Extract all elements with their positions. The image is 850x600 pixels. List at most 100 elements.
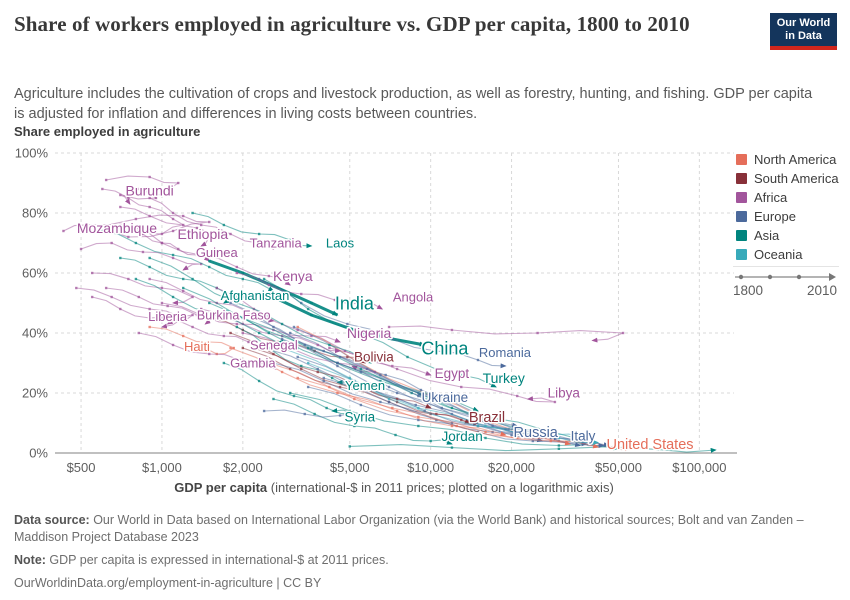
series-jordan[interactable] (272, 397, 453, 445)
series-unlabeled-africa[interactable] (75, 286, 185, 329)
data-source-line: Data source: Our World in Data based on … (14, 513, 804, 544)
x-tick-5000: $5,000 (330, 460, 370, 475)
legend-swatch-north-america (736, 154, 747, 165)
series-unlabeled-africa[interactable] (387, 325, 625, 343)
country-label-jordan[interactable]: Jordan (440, 428, 484, 446)
y-tick-40: 40% (22, 326, 48, 341)
y-tick-80: 80% (22, 206, 48, 221)
series-unlabeled-europe[interactable] (262, 409, 360, 418)
timeline-end-year[interactable]: 2010 (806, 283, 837, 298)
country-label-liberia[interactable]: Liberia (147, 308, 190, 326)
legend-swatch-europe (736, 211, 747, 222)
country-label-kenya[interactable]: Kenya (271, 266, 314, 285)
country-label-bolivia[interactable]: Bolivia (353, 348, 396, 366)
country-label-ukraine[interactable]: Ukraine (420, 389, 470, 407)
scatter-plot[interactable]: 0% 20% 40% 60% 80% 100% $500 $1,000 $2,000 $5,000… (0, 140, 850, 485)
y-tick-20: 20% (22, 386, 48, 401)
series-unlabeled-asia[interactable] (148, 256, 372, 364)
timeline-axis[interactable] (731, 271, 841, 283)
country-label-burkina-faso[interactable]: Burkina Faso (195, 307, 272, 324)
page-title: Share of workers employed in agriculture… (14, 12, 690, 36)
series-unlabeled-asia[interactable] (241, 316, 588, 443)
country-label-afghanistan[interactable]: Afghanistan (219, 287, 291, 305)
series-angola[interactable] (235, 271, 384, 310)
series-laos[interactable] (191, 211, 313, 249)
series-senegal[interactable] (160, 316, 288, 352)
legend-swatch-oceania (736, 249, 747, 260)
x-tick-10000: $10,000 (407, 460, 454, 475)
series-unlabeled-oceania[interactable] (306, 361, 600, 446)
series-unlabeled-north-america[interactable] (296, 376, 600, 449)
country-label-haiti[interactable]: Haiti (182, 338, 211, 356)
legend-item-africa[interactable]: Africa (736, 188, 839, 207)
x-tick-1000: $1,000 (142, 460, 182, 475)
x-axis-title: GDP per capita (international-$ in 2011 … (55, 480, 733, 495)
series-unlabeled-oceania[interactable] (280, 346, 588, 440)
owid-logo-line1: Our World (776, 17, 831, 29)
series-unlabeled-south-america[interactable] (229, 331, 432, 409)
owid-logo[interactable]: Our World in Data (770, 13, 837, 50)
country-label-mozambique[interactable]: Mozambique (75, 218, 158, 237)
country-label-romania[interactable]: Romania (477, 344, 533, 362)
series-ethiopia[interactable] (101, 187, 211, 247)
country-label-italy[interactable]: Italy (569, 427, 597, 445)
series-unlabeled-asia[interactable] (101, 229, 275, 292)
legend-label-asia: Asia (754, 228, 780, 243)
series-unlabeled-africa[interactable] (90, 271, 194, 306)
legend-label-oceania: Oceania (754, 247, 803, 262)
timeline-labels: 1800 2010 (733, 283, 837, 298)
series-unlabeled-africa[interactable] (119, 205, 185, 236)
series-unlabeled-africa[interactable] (79, 241, 203, 271)
chart-subtitle: Agriculture includes the cultivation of … (14, 86, 813, 122)
series-burkina-faso[interactable] (104, 286, 222, 325)
x-tick-50000: $50,000 (595, 460, 642, 475)
country-label-laos[interactable]: Laos (324, 234, 356, 252)
country-label-china[interactable]: China (420, 337, 471, 360)
country-label-libya[interactable]: Libya (546, 384, 582, 402)
country-label-brazil[interactable]: Brazil (467, 409, 506, 428)
owid-url-link[interactable]: OurWorldinData.org/employment-in-agricul… (14, 576, 322, 590)
series-unlabeled-asia[interactable] (134, 277, 299, 350)
country-label-united-states[interactable]: United States (605, 436, 695, 455)
country-label-gambia[interactable]: Gambia (229, 354, 278, 372)
owid-logo-line2: in Data (785, 29, 822, 42)
country-label-russia[interactable]: Russia (512, 424, 560, 443)
legend-item-south-america[interactable]: South America (736, 169, 839, 188)
legend-swatch-africa (736, 192, 747, 203)
country-label-tanzania[interactable]: Tanzania (248, 234, 304, 252)
y-tick-100: 100% (15, 146, 49, 161)
legend-item-europe[interactable]: Europe (736, 207, 839, 226)
y-tick-0: 0% (29, 446, 48, 461)
series-turkey[interactable] (262, 277, 497, 388)
chart-footer: Data source: Our World in Data based on … (14, 512, 836, 598)
legend-item-oceania[interactable]: Oceania (736, 245, 839, 264)
country-label-burundi[interactable]: Burundi (124, 181, 175, 200)
country-label-turkey[interactable]: Turkey (481, 368, 526, 387)
country-label-syria[interactable]: Syria (343, 408, 377, 426)
legend-swatch-asia (736, 230, 747, 241)
country-label-senegal[interactable]: Senegal (249, 336, 300, 354)
series-layer (62, 175, 717, 453)
country-label-india[interactable]: India (333, 292, 376, 315)
series-libya[interactable] (328, 346, 557, 404)
y-axis-title: Share employed in agriculture (14, 124, 201, 139)
country-label-nigeria[interactable]: Nigeria (345, 323, 393, 342)
legend-label-north-america: North America (754, 152, 837, 167)
series-tanzania[interactable] (148, 196, 275, 250)
country-label-ethiopia[interactable]: Ethiopia (176, 224, 230, 243)
series-unlabeled-europe[interactable] (336, 361, 594, 446)
series-kenya[interactable] (134, 226, 291, 286)
series-gambia[interactable] (137, 331, 277, 370)
country-label-guinea[interactable]: Guinea (194, 244, 240, 262)
country-label-angola[interactable]: Angola (391, 288, 435, 306)
country-label-yemen[interactable]: Yemen (344, 377, 387, 395)
series-unlabeled-north-america[interactable] (267, 361, 571, 446)
y-tick-60: 60% (22, 266, 48, 281)
legend-item-asia[interactable]: Asia (736, 226, 839, 245)
x-tick-2000: $2,000 (223, 460, 263, 475)
timeline-start-year[interactable]: 1800 (733, 283, 764, 298)
series-unlabeled-asia[interactable] (348, 444, 717, 453)
country-label-egypt[interactable]: Egypt (433, 365, 471, 383)
legend-item-north-america[interactable]: North America (736, 150, 839, 169)
series-mozambique[interactable] (62, 214, 211, 239)
